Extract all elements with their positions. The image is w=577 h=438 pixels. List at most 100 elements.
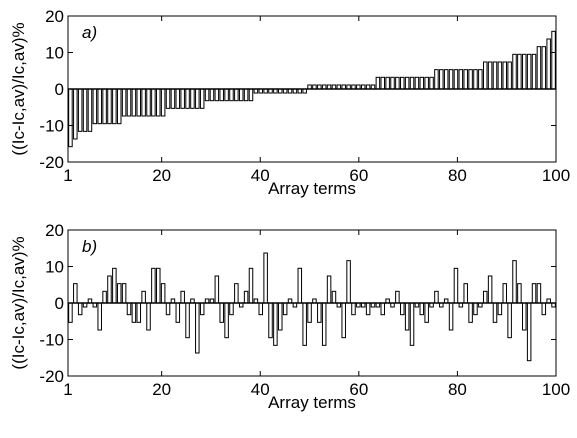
bar: [180, 88, 185, 109]
bar: [121, 88, 127, 117]
bar: [497, 61, 503, 90]
bar: [507, 61, 512, 90]
bar: [478, 69, 483, 90]
bar: [458, 69, 464, 90]
bar: [126, 88, 132, 117]
bar: [507, 302, 512, 339]
bar: [434, 69, 439, 90]
y-axis-label: ((Ic-Ic,av)/Ic,av)%: [9, 236, 28, 369]
bar: [492, 61, 498, 90]
bars: [68, 252, 556, 362]
bar: [424, 302, 429, 323]
x-tick-label: 80: [448, 166, 467, 185]
bar: [409, 76, 415, 90]
bar: [238, 88, 244, 102]
bar: [400, 76, 405, 90]
bar: [160, 88, 166, 117]
bar: [234, 283, 239, 304]
panel-b: 1 20 40 60 80 100 -20 -10 0 10 20 Array terms ((Ic-I…: [9, 221, 570, 412]
bar: [414, 76, 420, 90]
bar: [97, 302, 102, 331]
bar: [278, 302, 283, 331]
bar: [395, 76, 400, 90]
bar: [77, 88, 83, 132]
x-tick-label: 100: [542, 166, 570, 185]
bar: [497, 302, 503, 316]
bar: [482, 61, 488, 90]
x-tick-label: 40: [251, 166, 270, 185]
bar: [73, 283, 78, 304]
bar: [429, 76, 434, 90]
bar: [419, 302, 425, 316]
bar: [234, 88, 239, 102]
bar: [307, 302, 312, 323]
bar: [92, 88, 98, 125]
bar: [443, 69, 449, 90]
bar: [380, 76, 386, 90]
bar: [492, 302, 498, 323]
bar: [517, 53, 522, 90]
bar: [321, 302, 327, 346]
bar: [536, 46, 542, 90]
bar: [199, 88, 205, 109]
bar: [439, 69, 444, 90]
bar: [522, 302, 527, 331]
y-tick-label: -20: [39, 367, 64, 386]
bar: [541, 46, 547, 90]
bar: [195, 302, 200, 354]
bar: [170, 88, 176, 109]
bar: [165, 88, 171, 109]
y-tick-label: -10: [39, 117, 64, 136]
bar: [258, 302, 264, 316]
bar: [517, 283, 522, 304]
bar: [151, 267, 156, 304]
bar: [512, 260, 517, 304]
y-tick-label: 0: [55, 294, 64, 313]
bar: [141, 290, 146, 304]
bar: [219, 302, 224, 323]
x-tick-label: 1: [63, 166, 72, 185]
x-axis-label: Array terms: [268, 393, 356, 412]
bar: [400, 302, 405, 316]
y-tick-label: 10: [45, 258, 64, 277]
bar: [68, 88, 73, 148]
x-tick-label: 100: [542, 380, 570, 399]
bar: [473, 69, 478, 90]
bar: [487, 61, 493, 90]
bar: [282, 302, 288, 316]
bar: [214, 275, 220, 304]
bar: [141, 88, 146, 117]
bar: [243, 290, 249, 304]
bar: [404, 76, 410, 90]
bar: [273, 302, 278, 346]
bar: [97, 88, 102, 125]
bar: [409, 302, 415, 346]
bar: [531, 53, 537, 90]
y-tick-label: -20: [39, 153, 64, 172]
bar: [522, 53, 527, 90]
bar: [419, 76, 425, 90]
bar: [209, 88, 215, 102]
bar: [546, 38, 551, 90]
bar: [551, 30, 556, 90]
bar: [126, 302, 132, 316]
bar: [395, 290, 400, 304]
bar: [82, 88, 88, 132]
bar: [263, 252, 268, 304]
bar: [77, 302, 83, 316]
bar: [248, 267, 254, 304]
bar: [380, 302, 386, 316]
x-tick-label: 80: [448, 380, 467, 399]
bar: [482, 290, 488, 304]
bar: [404, 302, 410, 331]
bar: [175, 88, 181, 109]
bar: [463, 69, 468, 90]
bar: [341, 302, 346, 339]
bar: [385, 76, 390, 90]
bar: [195, 88, 200, 109]
y-axis-label: ((Ic-Ic,av)/Ic,av)%: [9, 22, 28, 155]
x-tick-label: 20: [152, 380, 171, 399]
bar: [107, 88, 112, 125]
bar: [297, 267, 303, 304]
y-tick-label: 20: [45, 7, 64, 26]
